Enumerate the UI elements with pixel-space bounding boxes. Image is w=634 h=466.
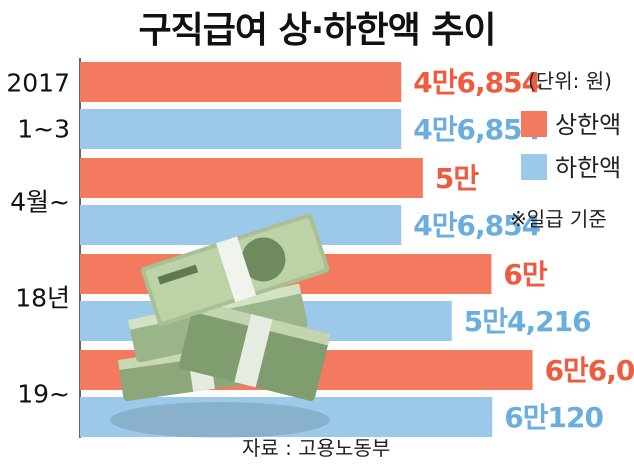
value-label-upper-2: 6만 (503, 258, 547, 291)
bar-lower-3 (80, 397, 493, 437)
basis-note: ※일급 기준 (510, 207, 607, 231)
category-label-0-0: 2017 (6, 69, 70, 98)
bar-upper-0 (80, 62, 402, 102)
value-label-upper-0: 4만6,854 (413, 66, 540, 99)
source-note: 자료 : 고용노동부 (242, 436, 390, 460)
unit-note: (단위: 원) (528, 69, 612, 93)
legend-swatch-lower (521, 154, 547, 180)
category-label-3-0: 19~ (17, 380, 70, 409)
value-label-upper-1: 5만 (435, 162, 479, 195)
legend-swatch-upper (521, 111, 547, 137)
chart-title: 구직급여 상·하한액 추이 (139, 10, 496, 51)
value-label-lower-1: 4만6,854 (413, 209, 540, 242)
category-label-0-1: 1~3 (17, 115, 70, 144)
bar-lower-0 (80, 109, 402, 149)
category-labels: 2017 1~3 4월~ 18년 19~ (6, 69, 70, 409)
category-label-1-0: 4월~ (10, 188, 70, 217)
bar-upper-1 (80, 158, 423, 198)
value-label-upper-3: 6만6,000 (545, 354, 634, 387)
category-label-2-0: 18년 (15, 284, 70, 313)
value-label-lower-3: 6만120 (504, 401, 603, 434)
legend-label-lower: 하한액 (555, 154, 621, 182)
money-stack-icon (110, 213, 331, 438)
value-label-lower-2: 5만4,216 (464, 305, 591, 338)
value-label-lower-0: 4만6,854 (413, 113, 540, 146)
legend-label-upper: 상한액 (555, 111, 621, 139)
